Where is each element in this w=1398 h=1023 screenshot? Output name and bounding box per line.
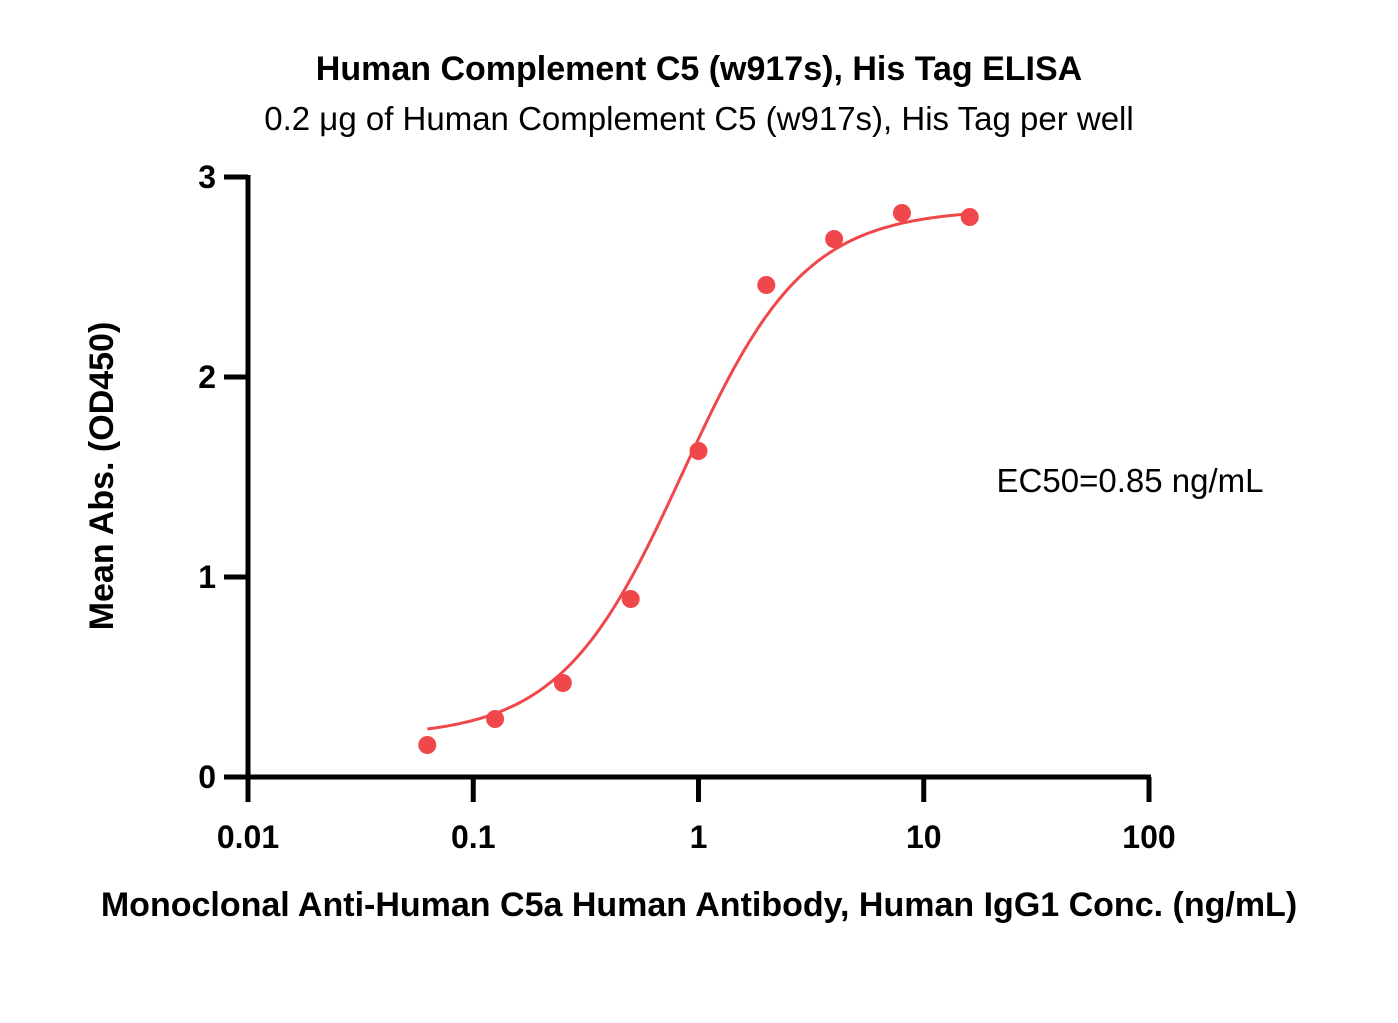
ec50-annotation: EC50=0.85 ng/mL [997, 462, 1264, 499]
y-ticks: 0 1 2 3 [198, 159, 248, 795]
chart-title: Human Complement C5 (w917s), His Tag ELI… [316, 50, 1082, 88]
y-axis-title: Mean Abs. (OD450) [83, 322, 121, 631]
y-tick-label: 1 [198, 559, 216, 595]
chart-subtitle: 0.2 μg of Human Complement C5 (w917s), H… [264, 100, 1133, 137]
data-point [418, 736, 437, 754]
data-point [757, 276, 776, 294]
data-point [486, 710, 505, 728]
x-axis-title: Monoclonal Anti-Human C5a Human Antibody… [101, 886, 1297, 924]
y-tick-label: 3 [198, 159, 216, 195]
data-point [825, 230, 844, 248]
fit-curve [427, 212, 970, 731]
x-tick-label: 10 [906, 819, 942, 855]
data-point [689, 442, 708, 460]
x-tick-label: 0.01 [217, 819, 279, 855]
y-tick-label: 2 [198, 359, 216, 395]
x-tick-label: 1 [690, 819, 708, 855]
data-points [418, 204, 979, 754]
data-point [892, 204, 911, 222]
x-ticks: 0.01 0.1 1 10 100 [217, 777, 1176, 855]
x-tick-label: 100 [1122, 819, 1175, 855]
data-point [960, 208, 979, 226]
data-point [553, 674, 572, 692]
y-tick-label: 0 [198, 759, 216, 795]
data-point [621, 590, 640, 608]
x-tick-label: 0.1 [451, 819, 495, 855]
